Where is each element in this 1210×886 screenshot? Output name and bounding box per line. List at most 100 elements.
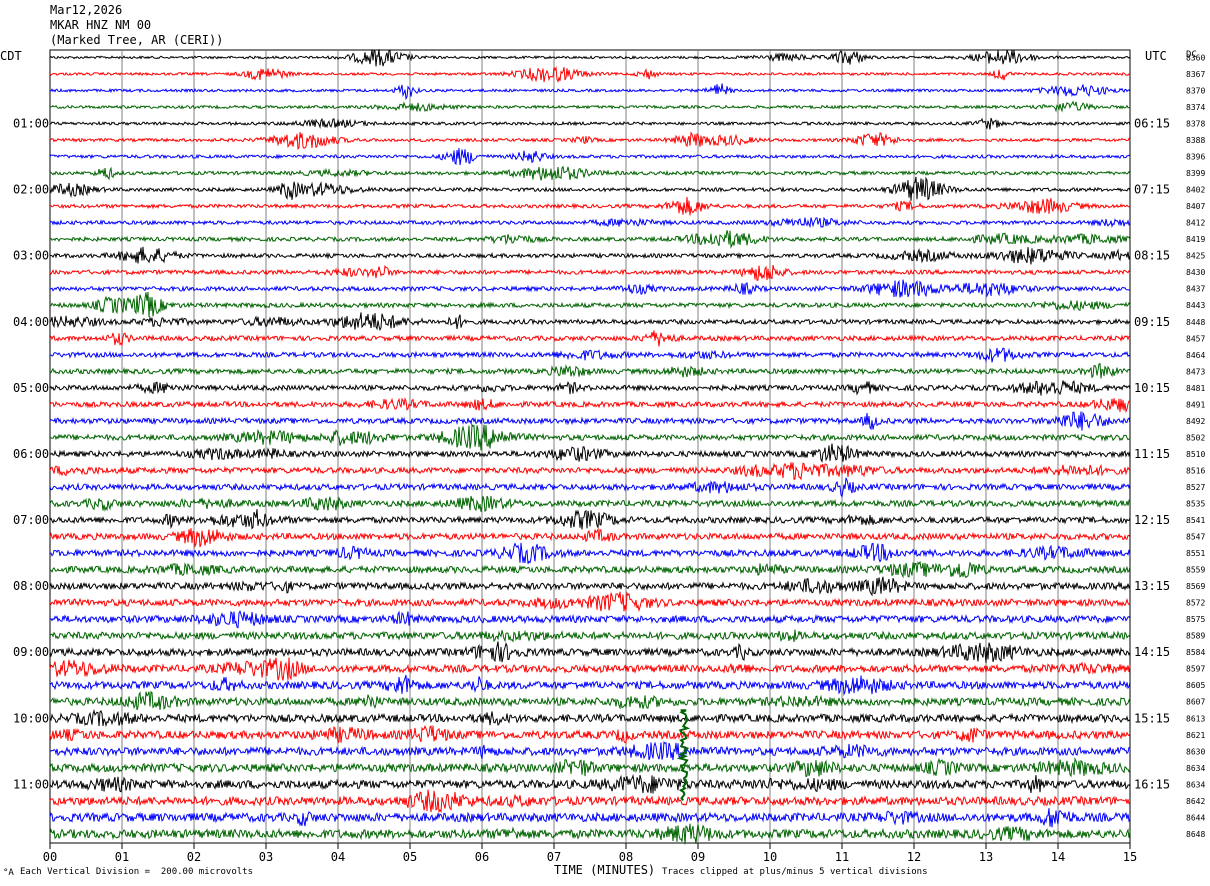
seismic-trace xyxy=(50,542,1131,564)
seismic-trace xyxy=(49,411,1131,431)
dc-offset-label: 8407 xyxy=(1186,202,1205,211)
right-hour-label: 16:15 xyxy=(1134,777,1170,791)
x-tick-label: 00 xyxy=(43,850,57,864)
right-hour-label: 12:15 xyxy=(1134,513,1170,527)
dc-offset-label: 8630 xyxy=(1186,747,1205,756)
x-tick-label: 01 xyxy=(115,850,129,864)
left-hour-label: 01:00 xyxy=(13,117,49,131)
seismic-trace xyxy=(49,823,1131,845)
seismic-trace xyxy=(49,757,1131,778)
dc-offset-label: 8516 xyxy=(1186,466,1205,475)
dc-offset-label: 8412 xyxy=(1186,219,1205,228)
right-timezone-label: UTC xyxy=(1145,49,1167,63)
seismic-trace xyxy=(49,49,1131,67)
dc-offset-label: 8569 xyxy=(1186,582,1205,591)
left-hour-label: 05:00 xyxy=(13,381,49,395)
seismic-trace xyxy=(49,264,1131,281)
dc-offset-label: 8399 xyxy=(1186,169,1205,178)
seismic-trace xyxy=(49,808,1131,828)
seismic-trace xyxy=(49,691,1131,711)
left-hour-label: 06:00 xyxy=(13,447,49,461)
dc-offset-label: 8473 xyxy=(1186,367,1205,376)
left-hour-label: 02:00 xyxy=(13,183,49,197)
x-tick-label: 10 xyxy=(763,850,777,864)
clip-note: Traces clipped at plus/minus 5 vertical … xyxy=(662,867,928,877)
seismic-trace xyxy=(49,591,1131,613)
right-hour-label: 14:15 xyxy=(1134,645,1170,659)
seismic-trace xyxy=(49,165,1131,181)
dc-offset-label: 8605 xyxy=(1186,681,1205,690)
left-hour-label: 11:00 xyxy=(13,777,49,791)
dc-offset-label: 8527 xyxy=(1186,483,1205,492)
seismic-trace xyxy=(49,83,1131,101)
x-tick-label: 06 xyxy=(475,850,489,864)
seismic-trace xyxy=(49,610,1131,629)
dc-offset-label: 8510 xyxy=(1186,450,1205,459)
date-label: Mar12,2026 xyxy=(50,3,123,17)
seismic-trace xyxy=(49,196,1131,216)
seismic-trace xyxy=(49,117,1131,130)
dc-offset-label: 8589 xyxy=(1186,632,1205,641)
seismic-trace xyxy=(49,291,1131,318)
seismic-trace xyxy=(49,641,1131,664)
dc-offset-label: 8430 xyxy=(1186,268,1205,277)
dc-offset-label: 8644 xyxy=(1186,813,1205,822)
seismic-trace xyxy=(49,380,1131,396)
left-hour-label: 09:00 xyxy=(13,645,49,659)
dc-offset-label: 8575 xyxy=(1186,615,1205,624)
right-hour-label: 11:15 xyxy=(1134,447,1170,461)
seismic-trace xyxy=(49,216,1131,229)
clipped-event-trace xyxy=(676,709,691,801)
left-hour-label: 07:00 xyxy=(13,513,49,527)
dc-offset-label: 8648 xyxy=(1186,830,1205,839)
seismic-trace xyxy=(49,347,1131,363)
dc-offset-label: 8584 xyxy=(1186,648,1205,657)
x-tick-label: 02 xyxy=(187,850,201,864)
seismic-trace xyxy=(49,773,1131,794)
right-hour-label: 09:15 xyxy=(1134,315,1170,329)
dc-offset-label: 8491 xyxy=(1186,400,1205,409)
seismic-trace xyxy=(49,629,1131,643)
dc-offset-label: 8457 xyxy=(1186,334,1205,343)
seismic-trace xyxy=(49,741,1130,761)
x-tick-label: 08 xyxy=(619,850,633,864)
x-tick-label: 03 xyxy=(259,850,273,864)
dc-offset-label: 8535 xyxy=(1186,499,1205,508)
dc-offset-label: 8374 xyxy=(1186,103,1205,112)
seismic-trace xyxy=(49,477,1131,498)
dc-offset-label: 8437 xyxy=(1186,285,1205,294)
seismic-trace xyxy=(49,131,1131,151)
corner-mark: °A xyxy=(3,868,14,878)
seismic-trace xyxy=(49,509,1131,530)
dc-offset-label: 8607 xyxy=(1186,698,1205,707)
x-tick-label: 04 xyxy=(331,850,345,864)
dc-offset-label: 8378 xyxy=(1186,120,1205,129)
x-tick-label: 07 xyxy=(547,850,561,864)
dc-offset-label: 8551 xyxy=(1186,549,1205,558)
plot-frame xyxy=(49,49,1131,844)
x-tick-label: 12 xyxy=(907,850,921,864)
left-hour-label: 03:00 xyxy=(13,249,49,263)
dc-offset-label: 8481 xyxy=(1186,384,1205,393)
right-hour-label: 08:15 xyxy=(1134,249,1170,263)
x-tick-label: 05 xyxy=(403,850,417,864)
x-tick-label: 15 xyxy=(1123,850,1137,864)
x-axis-label: TIME (MINUTES) xyxy=(554,863,656,877)
seismic-trace xyxy=(49,362,1131,379)
seismic-trace xyxy=(49,724,1131,744)
dc-offset-label: 8502 xyxy=(1186,433,1205,442)
left-hour-label: 04:00 xyxy=(13,315,49,329)
seismic-trace xyxy=(49,657,1131,681)
dc-offset-label: 8360 xyxy=(1186,53,1205,62)
dc-offset-label: 8388 xyxy=(1186,136,1205,145)
location-label: (Marked Tree, AR (CERI)) xyxy=(50,33,224,47)
seismic-trace xyxy=(49,495,1131,513)
seismic-trace xyxy=(49,423,1131,451)
seismic-trace xyxy=(49,100,1131,113)
dc-offset-label: 8572 xyxy=(1186,599,1205,608)
seismic-trace xyxy=(49,230,1131,249)
dc-offset-label: 8559 xyxy=(1186,566,1205,575)
dc-offset-label: 8402 xyxy=(1186,186,1205,195)
dc-offset-label: 8597 xyxy=(1186,665,1205,674)
seismic-trace xyxy=(49,708,1131,728)
